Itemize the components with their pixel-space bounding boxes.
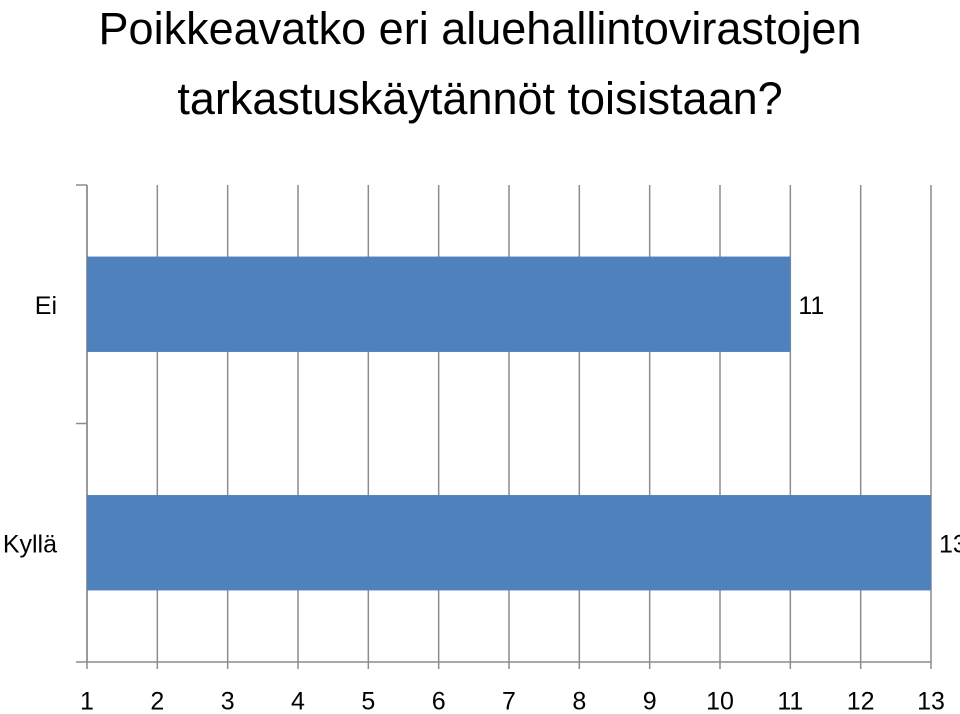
- data-label: 11: [798, 292, 824, 320]
- chart-title: Poikkeavatko eri aluehallintovirastojen …: [98, 3, 862, 124]
- x-tick-label: 1: [80, 688, 94, 714]
- x-tick-label: 9: [643, 688, 657, 714]
- x-tick-label: 5: [361, 688, 375, 714]
- y-tick-label: Ei: [35, 292, 57, 320]
- bar: [87, 495, 931, 591]
- x-tick-label: 2: [150, 688, 164, 714]
- x-tick-label: 12: [847, 688, 875, 714]
- data-label: 13: [939, 530, 960, 558]
- x-tick-label: 8: [572, 688, 586, 714]
- bar: [87, 256, 791, 352]
- x-tick-label: 3: [221, 688, 235, 714]
- x-tick-label: 13: [917, 688, 945, 714]
- x-tick-label: 4: [291, 688, 305, 714]
- x-tick-label: 10: [706, 688, 734, 714]
- x-tick-label: 6: [432, 688, 446, 714]
- x-tick-label: 11: [777, 688, 803, 714]
- y-tick-label: Kyllä: [3, 530, 57, 558]
- x-tick-label: 7: [502, 688, 516, 714]
